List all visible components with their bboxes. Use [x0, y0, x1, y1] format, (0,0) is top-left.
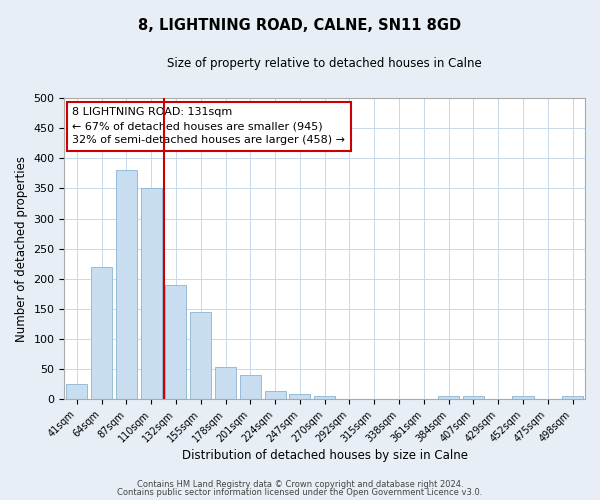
Bar [91, 267, 112, 400]
X-axis label: Distribution of detached houses by size in Calne: Distribution of detached houses by size … [182, 450, 468, 462]
Bar [140, 188, 162, 400]
Bar [463, 396, 484, 400]
Text: Contains HM Land Registry data © Crown copyright and database right 2024.: Contains HM Land Registry data © Crown c… [137, 480, 463, 489]
Bar [314, 396, 335, 400]
Bar [289, 394, 310, 400]
Bar [438, 396, 459, 400]
Text: Contains public sector information licensed under the Open Government Licence v3: Contains public sector information licen… [118, 488, 482, 497]
Text: 8 LIGHTNING ROAD: 131sqm
← 67% of detached houses are smaller (945)
32% of semi-: 8 LIGHTNING ROAD: 131sqm ← 67% of detach… [72, 107, 345, 145]
Bar [190, 312, 211, 400]
Y-axis label: Number of detached properties: Number of detached properties [15, 156, 28, 342]
Bar [66, 384, 88, 400]
Bar [240, 375, 261, 400]
Bar [265, 392, 286, 400]
Bar [116, 170, 137, 400]
Bar [512, 396, 533, 400]
Text: 8, LIGHTNING ROAD, CALNE, SN11 8GD: 8, LIGHTNING ROAD, CALNE, SN11 8GD [139, 18, 461, 32]
Bar [215, 368, 236, 400]
Title: Size of property relative to detached houses in Calne: Size of property relative to detached ho… [167, 58, 482, 70]
Bar [562, 396, 583, 400]
Bar [166, 285, 187, 400]
